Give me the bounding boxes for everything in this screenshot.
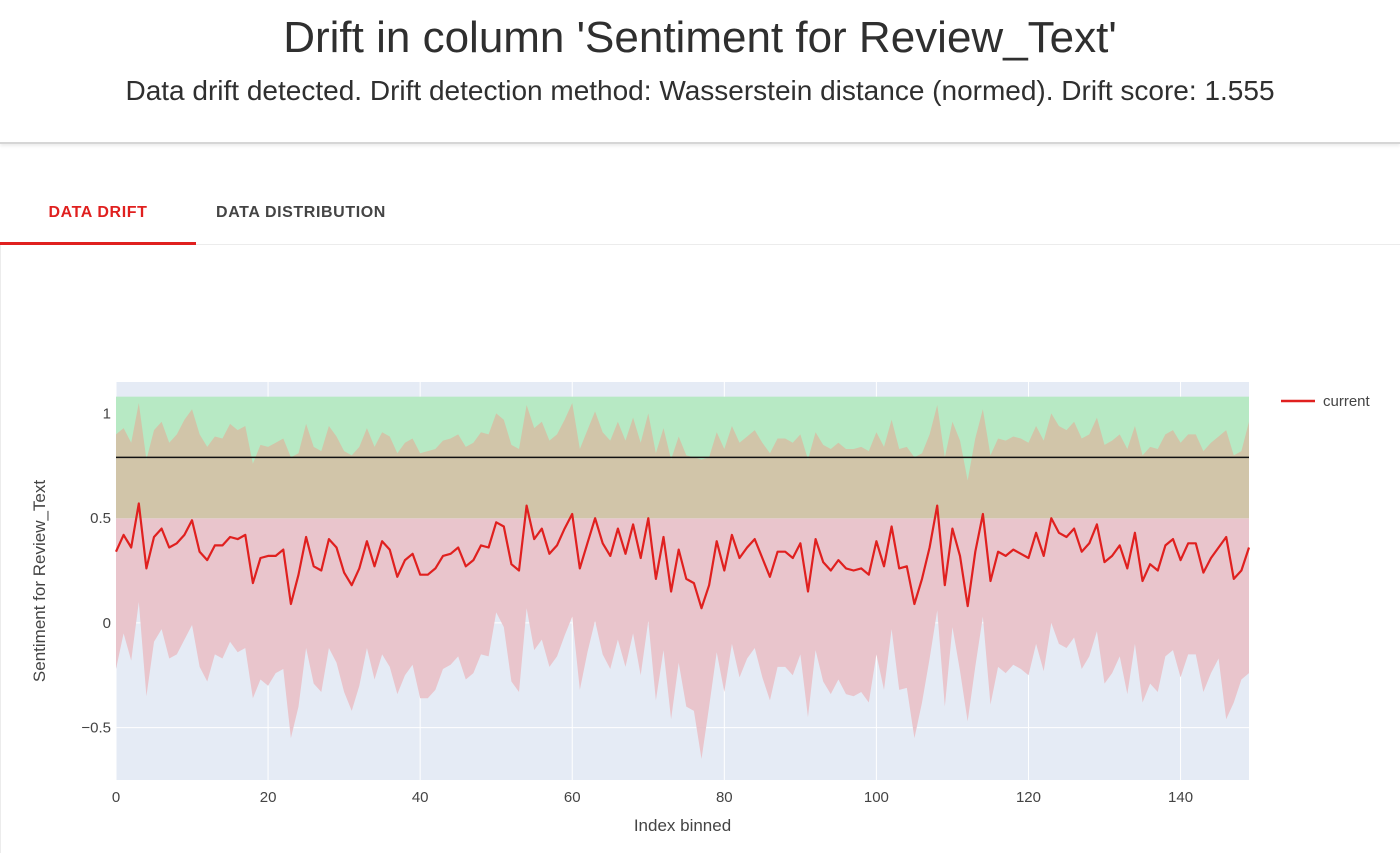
y-tick-label: 0.5	[90, 510, 111, 527]
x-tick-label: 40	[412, 789, 429, 806]
y-tick-label: −0.5	[81, 720, 111, 737]
tab-data-drift[interactable]: DATA DRIFT	[0, 182, 196, 245]
drift-summary: Data drift detected. Drift detection met…	[125, 75, 1275, 106]
x-tick-label: 20	[260, 789, 277, 806]
reference-band-lower	[116, 518, 1249, 760]
y-axis-title: Sentiment for Review_Text	[30, 480, 49, 682]
drift-chart: 0 20 40 60 80 100 120 140 −0.5 0 0.5 1 Index binned S…	[30, 382, 1371, 835]
y-tick-label: 0	[103, 615, 111, 632]
page-header: Drift in column 'Sentiment for Review_Te…	[0, 0, 1400, 144]
x-tick-label: 140	[1168, 789, 1193, 806]
x-tick-label: 100	[864, 789, 889, 806]
x-tick-label: 120	[1016, 789, 1041, 806]
x-tick-label: 0	[112, 789, 120, 806]
tab-bar: DATA DRIFT DATA DISTRIBUTION	[0, 182, 1400, 245]
page-title: Drift in column 'Sentiment for Review_Te…	[283, 13, 1117, 62]
x-axis-title: Index binned	[634, 816, 731, 835]
x-tick-label: 80	[716, 789, 733, 806]
tab-data-distribution[interactable]: DATA DISTRIBUTION	[216, 204, 386, 221]
current-series-line	[114, 502, 1251, 610]
y-tick-label: 1	[103, 405, 111, 422]
overlap-area	[116, 402, 1249, 519]
x-tick-label: 60	[564, 789, 581, 806]
tab-panel: 0 20 40 60 80 100 120 140 −0.5 0 0.5 1 Index binned S…	[0, 245, 1400, 853]
legend-label: current	[1323, 393, 1371, 410]
